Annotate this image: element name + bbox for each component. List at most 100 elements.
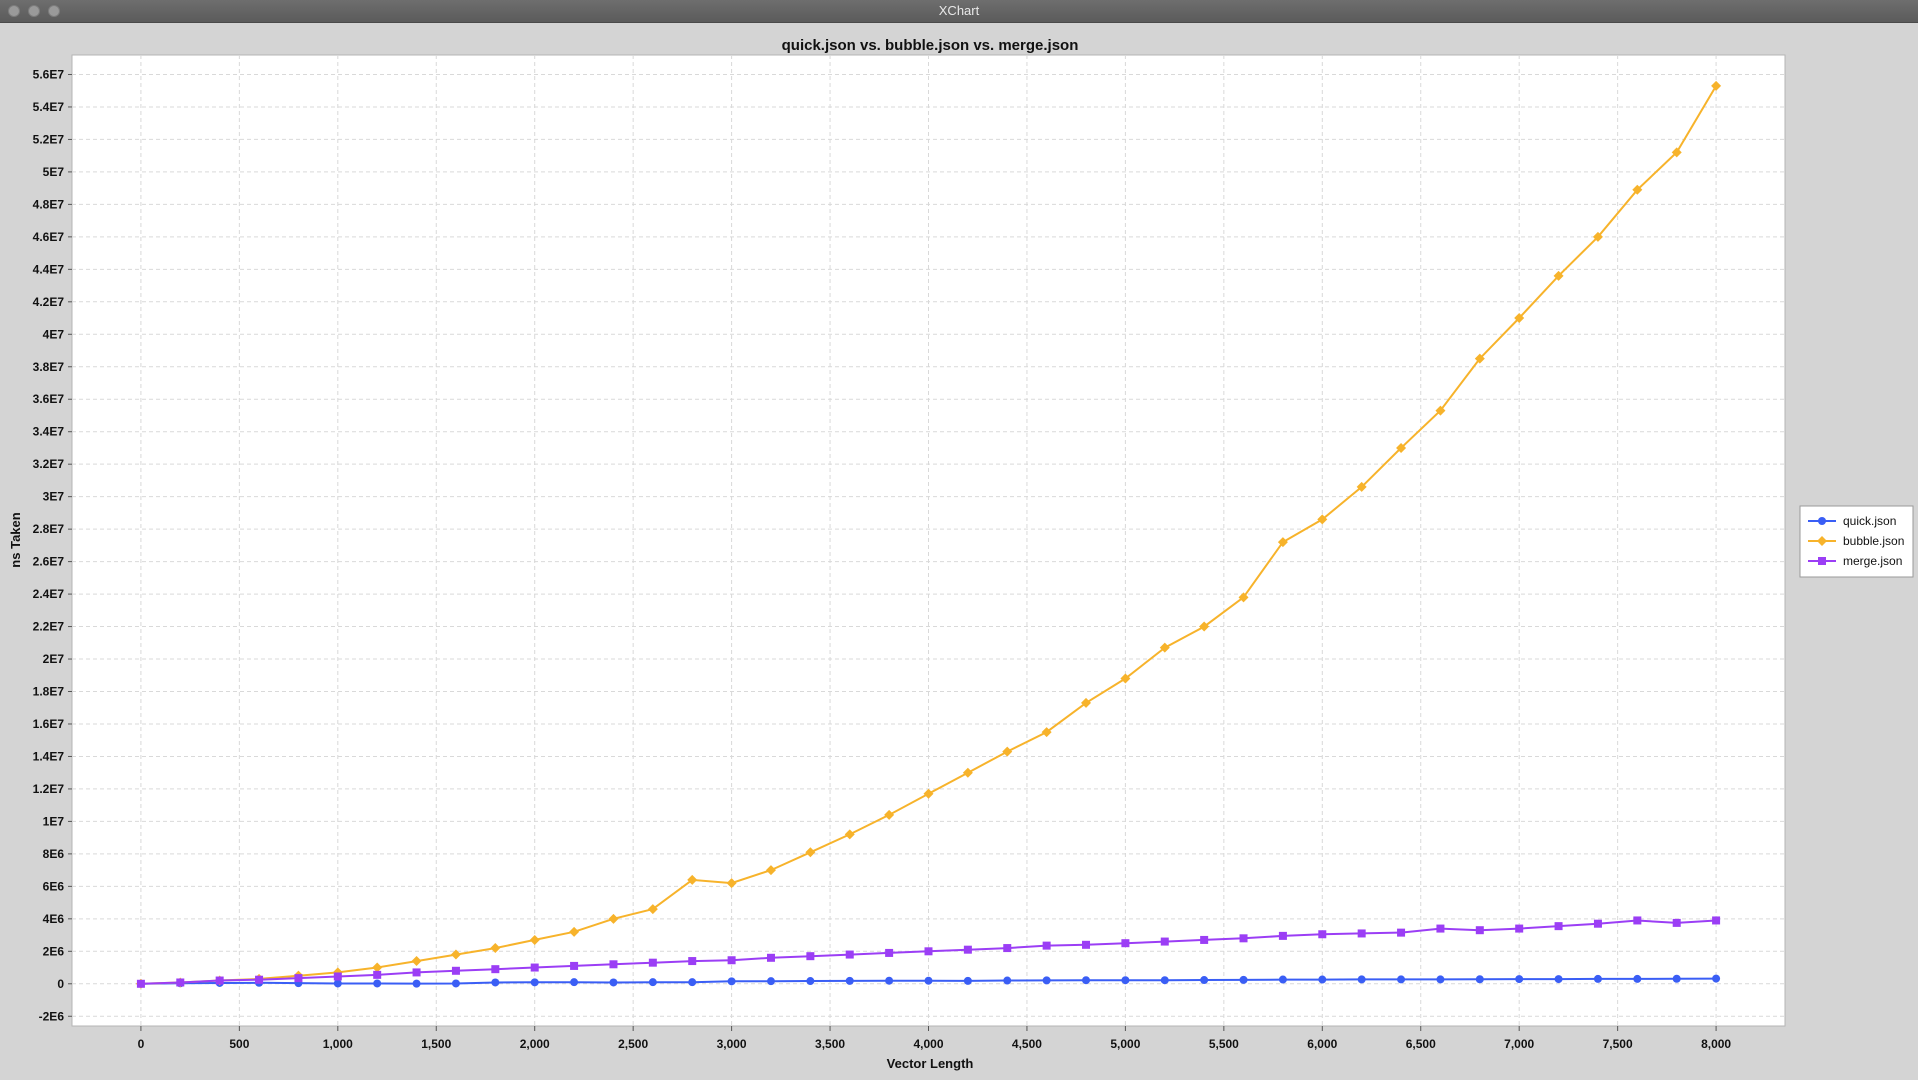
data-point-quick-json (609, 978, 618, 987)
data-point-merge-json (806, 952, 815, 961)
zoom-window-icon[interactable] (48, 5, 60, 17)
y-tick-label: 3E7 (43, 490, 65, 504)
data-point-quick-json (688, 978, 697, 987)
data-point-bubble-json (726, 878, 737, 889)
data-point-quick-json (1672, 974, 1681, 983)
data-point-bubble-json (1514, 313, 1525, 324)
data-point-bubble-json (1553, 270, 1564, 281)
y-tick-label: 8E6 (43, 847, 65, 861)
data-point-bubble-json (1632, 184, 1643, 195)
y-tick-label: 2E6 (43, 944, 65, 958)
data-point-merge-json (1515, 924, 1524, 933)
data-point-bubble-json (1199, 621, 1210, 632)
y-tick-label: 2.8E7 (33, 522, 65, 536)
data-point-merge-json (1239, 934, 1248, 943)
y-tick-label: 0 (57, 977, 64, 991)
legend-marker-quick-json (1818, 517, 1826, 525)
data-point-merge-json (412, 968, 421, 977)
data-point-bubble-json (490, 943, 501, 954)
data-point-quick-json (1397, 975, 1406, 984)
y-tick-label: 5.6E7 (33, 67, 65, 81)
data-point-bubble-json (1081, 697, 1092, 708)
data-point-merge-json (688, 957, 697, 966)
x-tick-label: 7,000 (1504, 1037, 1534, 1051)
data-point-quick-json (451, 979, 460, 988)
y-tick-label: 5.4E7 (33, 100, 65, 114)
data-point-bubble-json (647, 904, 658, 915)
data-point-merge-json (1121, 939, 1130, 948)
y-tick-label: 5E7 (43, 165, 65, 179)
y-tick-label: 5.2E7 (33, 132, 65, 146)
data-point-quick-json (1042, 976, 1051, 985)
data-point-merge-json (648, 958, 657, 967)
x-tick-label: 1,000 (323, 1037, 353, 1051)
data-point-quick-json (333, 979, 342, 988)
axes: -2E6 0 2E6 4E6 6E6 8E6 1E7 1.2E7 1.4E7 1.6E7 1.8E7… (33, 67, 1732, 1051)
data-point-bubble-json (687, 874, 698, 885)
title-bar[interactable]: XChart (0, 0, 1918, 23)
data-point-bubble-json (1002, 746, 1013, 757)
series-merge-json (136, 916, 1721, 988)
y-tick-label: 2.2E7 (33, 620, 65, 634)
data-point-merge-json (1672, 918, 1681, 927)
y-tick-label: 4E7 (43, 327, 65, 341)
data-point-merge-json (215, 976, 224, 985)
x-tick-label: 3,500 (815, 1037, 845, 1051)
data-point-quick-json (885, 976, 894, 985)
data-point-bubble-json (1317, 514, 1328, 525)
legend-label-merge-json: merge.json (1843, 554, 1902, 568)
x-tick-label: 1,500 (421, 1037, 451, 1051)
y-tick-label: 2E7 (43, 652, 65, 666)
data-point-merge-json (845, 950, 854, 959)
data-point-quick-json (1200, 976, 1209, 985)
data-point-merge-json (294, 974, 303, 983)
y-tick-label: 1.2E7 (33, 782, 65, 796)
data-point-merge-json (924, 947, 933, 956)
minimize-window-icon[interactable] (28, 5, 40, 17)
data-point-quick-json (924, 976, 933, 985)
x-tick-label: 3,000 (717, 1037, 747, 1051)
data-point-merge-json (766, 953, 775, 962)
close-window-icon[interactable] (8, 5, 20, 17)
x-tick-label: 8,000 (1701, 1037, 1731, 1051)
data-point-bubble-json (569, 926, 580, 937)
data-point-merge-json (1436, 924, 1445, 933)
y-tick-label: 1.4E7 (33, 749, 65, 763)
data-point-quick-json (845, 976, 854, 985)
data-point-bubble-json (1277, 537, 1288, 548)
x-tick-label: 5,000 (1110, 1037, 1140, 1051)
data-point-quick-json (1318, 975, 1327, 984)
data-point-bubble-json (962, 767, 973, 778)
data-point-bubble-json (1159, 642, 1170, 653)
y-tick-label: 3.2E7 (33, 457, 65, 471)
data-point-quick-json (1515, 975, 1524, 984)
data-point-bubble-json (923, 788, 934, 799)
data-point-merge-json (451, 966, 460, 975)
window-title: XChart (938, 3, 980, 18)
data-point-bubble-json (1435, 405, 1446, 416)
y-tick-label: 1.8E7 (33, 685, 65, 699)
data-point-merge-json (1633, 916, 1642, 925)
data-point-bubble-json (844, 829, 855, 840)
data-point-merge-json (136, 979, 145, 988)
x-tick-label: 6,000 (1307, 1037, 1337, 1051)
data-point-merge-json (963, 945, 972, 954)
y-tick-label: 6E6 (43, 879, 65, 893)
data-point-bubble-json (1238, 592, 1249, 603)
y-tick-label: 4.6E7 (33, 230, 65, 244)
data-point-bubble-json (805, 847, 816, 858)
data-point-quick-json (1712, 974, 1721, 983)
y-tick-label: 2.6E7 (33, 555, 65, 569)
legend: quick.json bubble.json merge.json (1799, 505, 1914, 578)
data-point-quick-json (1357, 975, 1366, 984)
x-tick-label: 5,500 (1209, 1037, 1239, 1051)
data-point-bubble-json (765, 865, 776, 876)
x-tick-label: 7,500 (1603, 1037, 1633, 1051)
data-point-merge-json (530, 963, 539, 972)
x-tick-label: 6,500 (1406, 1037, 1436, 1051)
data-point-quick-json (412, 979, 421, 988)
data-point-bubble-json (529, 934, 540, 945)
data-point-merge-json (373, 970, 382, 979)
data-point-merge-json (1554, 922, 1563, 931)
